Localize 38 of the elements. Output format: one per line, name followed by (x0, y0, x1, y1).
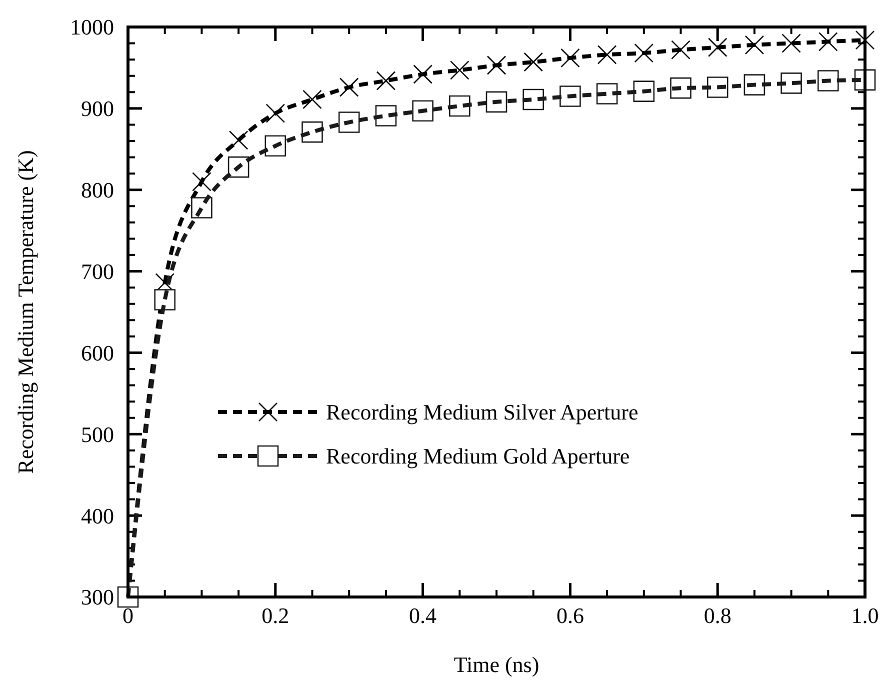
point (782, 34, 801, 53)
point (855, 30, 875, 50)
y-tick-label: 400 (81, 503, 114, 528)
x-tick-label: 0.6 (556, 603, 584, 628)
x-tick-label: 1.0 (851, 603, 879, 628)
point (818, 32, 838, 52)
x-tick-label: 0.4 (409, 603, 437, 628)
point (560, 48, 580, 68)
legend-label: Recording Medium Gold Aperture (326, 444, 630, 469)
point (376, 71, 396, 90)
point (486, 56, 506, 75)
y-tick-label: 500 (81, 422, 114, 447)
point (192, 172, 212, 192)
point (524, 52, 543, 72)
y-tick-label: 300 (81, 584, 114, 610)
point (266, 104, 286, 123)
y-tick-label: 600 (81, 340, 114, 366)
point (302, 90, 322, 110)
y-tick-label: 800 (81, 178, 114, 203)
y-axis-title: Recording Medium Temperature (K) (13, 150, 38, 474)
point (634, 43, 654, 63)
x-tick-label: 0.8 (704, 603, 732, 628)
x-axis-title: Time (ns) (454, 652, 540, 677)
y-tick-label: 1000 (70, 14, 114, 40)
x-tick-label: 0.2 (262, 603, 290, 628)
point (450, 60, 470, 80)
point (338, 112, 360, 133)
point (671, 40, 690, 60)
point (708, 38, 728, 58)
point (339, 78, 359, 97)
point (597, 45, 617, 64)
point (413, 64, 432, 84)
x-tick-label: 0 (122, 603, 134, 628)
legend-label: Recording Medium Silver Aperture (326, 400, 638, 425)
point (744, 35, 764, 55)
y-tick-label: 700 (81, 258, 114, 284)
point (228, 130, 248, 150)
y-tick-label: 900 (81, 96, 114, 122)
